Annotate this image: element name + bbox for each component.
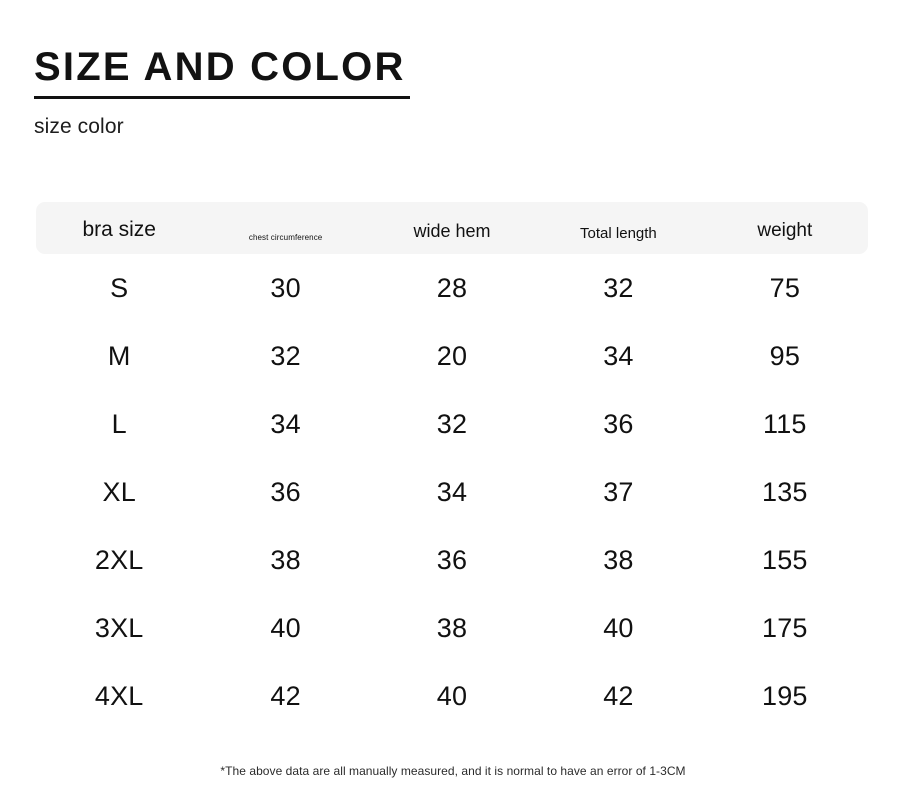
table-row: XL 36 34 37 135 <box>36 458 868 526</box>
cell-weight: 155 <box>762 544 808 575</box>
cell-total-length: 37 <box>603 476 634 507</box>
cell-bra-size: 2XL <box>94 544 144 575</box>
cell-total-length: 40 <box>603 612 634 643</box>
heading-block: SIZE AND COLOR size color <box>34 45 634 139</box>
cell-chest-circumference: 32 <box>270 340 301 371</box>
cell-bra-size: 3XL <box>94 612 144 643</box>
table-row: L 34 32 36 115 <box>36 390 868 458</box>
cell-weight: 135 <box>762 476 808 507</box>
cell-wide-hem: 32 <box>436 408 468 439</box>
table-header-band: bra size chest circumference wide hem To… <box>36 202 868 254</box>
column-header-bra-size: bra size <box>82 218 156 241</box>
cell-wide-hem: 28 <box>436 272 468 303</box>
table-header-row: bra size chest circumference wide hem To… <box>36 202 868 254</box>
page-subtitle: size color <box>34 115 124 139</box>
table-row: 3XL 40 38 40 175 <box>36 594 868 662</box>
cell-weight: 75 <box>769 272 801 303</box>
table-row: 2XL 38 36 38 155 <box>36 526 868 594</box>
cell-wide-hem: 20 <box>436 340 468 371</box>
cell-chest-circumference: 38 <box>270 544 301 575</box>
cell-chest-circumference: 42 <box>270 680 301 711</box>
column-header-weight: weight <box>757 220 813 241</box>
cell-weight: 195 <box>762 680 808 711</box>
table-row: 4XL 42 40 42 195 <box>36 662 868 730</box>
cell-total-length: 38 <box>603 544 634 575</box>
cell-total-length: 34 <box>603 340 634 371</box>
cell-total-length: 42 <box>603 680 634 711</box>
size-chart-table: bra size chest circumference wide hem To… <box>36 202 868 730</box>
cell-wide-hem: 40 <box>436 680 468 711</box>
title-underline-rule <box>34 96 410 100</box>
cell-wide-hem: 34 <box>436 476 468 507</box>
cell-bra-size: 4XL <box>94 680 144 711</box>
cell-chest-circumference: 36 <box>270 476 301 507</box>
column-header-total-length: Total length <box>580 225 657 242</box>
cell-bra-size: M <box>107 340 131 371</box>
cell-weight: 95 <box>769 340 801 371</box>
cell-chest-circumference: 40 <box>270 612 301 643</box>
cell-wide-hem: 36 <box>436 544 468 575</box>
table-row: S 30 28 32 75 <box>36 254 868 322</box>
table-row: M 32 20 34 95 <box>36 322 868 390</box>
cell-wide-hem: 38 <box>436 612 468 643</box>
cell-bra-size: S <box>110 272 129 303</box>
measurement-disclaimer-footnote: *The above data are all manually measure… <box>220 764 686 778</box>
cell-total-length: 32 <box>603 272 634 303</box>
cell-chest-circumference: 34 <box>270 408 301 439</box>
cell-chest-circumference: 30 <box>270 272 301 303</box>
page-title: SIZE AND COLOR <box>34 45 406 89</box>
column-header-chest-circumference: chest circumference <box>248 233 323 242</box>
cell-bra-size: L <box>111 408 127 439</box>
cell-total-length: 36 <box>603 408 634 439</box>
column-header-wide-hem: wide hem <box>413 221 491 241</box>
cell-bra-size: XL <box>102 476 136 507</box>
cell-weight: 175 <box>762 612 808 643</box>
cell-weight: 115 <box>763 408 807 439</box>
